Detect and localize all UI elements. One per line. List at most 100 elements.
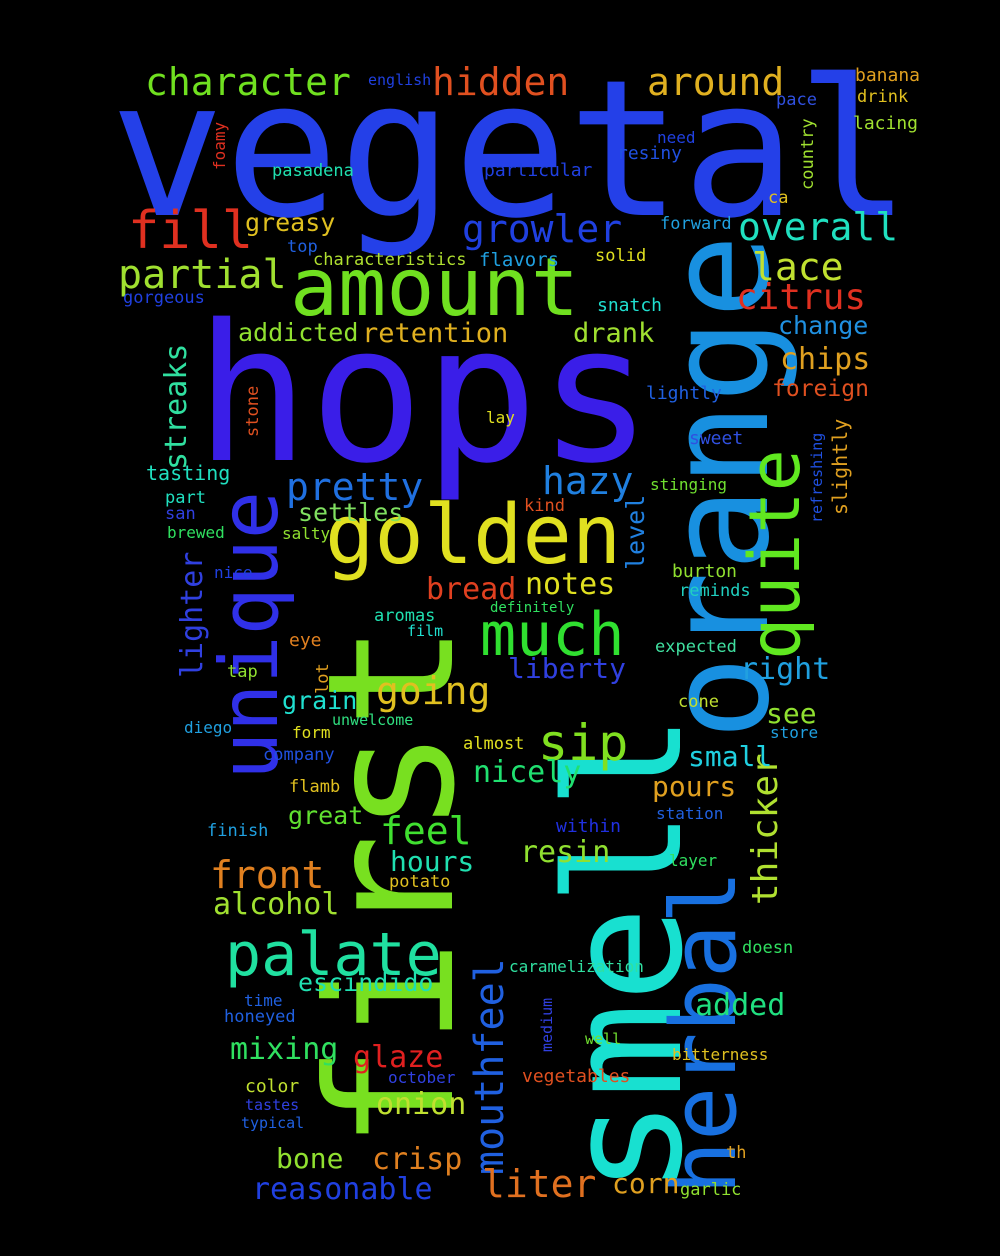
word-nicely: nicely: [473, 755, 582, 790]
word-within: within: [556, 816, 622, 837]
word-glaze: glaze: [353, 1040, 444, 1075]
word-drank: drank: [573, 318, 655, 349]
word-station: station: [656, 804, 724, 823]
word-drink: drink: [857, 87, 909, 107]
word-tap: tap: [227, 662, 258, 682]
word-nice: nice: [214, 563, 253, 582]
word-notes: notes: [525, 567, 616, 602]
word-flavors: flavors: [479, 249, 560, 271]
word-feel: feel: [380, 809, 472, 853]
word-well: well: [585, 1030, 622, 1048]
word-lacing: lacing: [853, 113, 919, 134]
word-definitely: definitely: [490, 600, 575, 616]
word-typical: typical: [241, 1114, 305, 1132]
word-san: san: [165, 504, 196, 524]
word-ca: ca: [768, 188, 789, 208]
word-medium: medium: [538, 997, 556, 1052]
word-lace: lace: [752, 245, 844, 289]
word-much: much: [480, 600, 625, 670]
word-film: film: [407, 622, 444, 640]
word-lay: lay: [486, 408, 515, 427]
word-kind: kind: [524, 496, 565, 516]
word-amount: amount: [290, 241, 579, 334]
word-bone: bone: [276, 1142, 344, 1175]
word-part: part: [165, 488, 206, 508]
word-hops: hops: [195, 284, 653, 505]
word-level: level: [621, 494, 650, 570]
word-potato: potato: [389, 872, 451, 892]
word-greasy: greasy: [245, 208, 336, 237]
word-bread: bread: [426, 572, 517, 607]
word-crisp: crisp: [372, 1142, 463, 1177]
word-foreign: foreign: [772, 376, 869, 402]
word-banana: banana: [855, 65, 921, 86]
word-reminds: reminds: [679, 581, 751, 601]
word-retention: retention: [362, 318, 509, 349]
word-tastes: tastes: [245, 1096, 300, 1114]
word-liberty: liberty: [508, 652, 627, 685]
word-color: color: [245, 1076, 300, 1097]
word-finish: finish: [207, 821, 269, 841]
word-caramelization: caramelization: [509, 957, 644, 976]
word-quite: quite: [734, 449, 816, 660]
word-mixing: mixing: [230, 1032, 339, 1067]
word-addicted: addicted: [238, 318, 359, 347]
word-snatch: snatch: [597, 295, 663, 316]
word-fill: fill: [128, 201, 254, 261]
word-onion: onion: [376, 1087, 467, 1122]
word-added: added: [695, 988, 786, 1023]
word-refreshing: refreshing: [808, 432, 826, 523]
word-streaks: streaks: [159, 343, 194, 470]
word-th: th: [726, 1143, 747, 1163]
word-chips: chips: [780, 342, 871, 377]
word-bitterness: bitterness: [672, 1045, 769, 1064]
word-vegetal: vegetal: [110, 39, 911, 260]
word-change: change: [778, 311, 869, 340]
word-stinging: stinging: [650, 475, 728, 494]
word-grain: grain: [282, 686, 358, 715]
word-sip: sip: [538, 714, 629, 772]
word-country: country: [798, 118, 818, 190]
word-lightly: lightly: [646, 383, 722, 404]
word-lot: lot: [313, 663, 333, 694]
word-front: front: [210, 853, 325, 897]
word-brewed: brewed: [167, 523, 225, 542]
word-foamy: foamy: [210, 121, 229, 170]
word-top: top: [287, 237, 318, 257]
word-partial: partial: [118, 252, 287, 298]
word-form: form: [292, 723, 331, 742]
word-gorgeous: gorgeous: [123, 288, 205, 308]
word-golden: golden: [325, 488, 622, 583]
word-honeyed: honeyed: [224, 1007, 296, 1027]
word-lighter: lighter: [175, 551, 210, 678]
word-slightly: slightly: [828, 418, 852, 515]
word-hazy: hazy: [542, 459, 634, 503]
word-see: see: [766, 697, 817, 730]
word-solid: solid: [595, 246, 647, 266]
word-overall: overall: [738, 205, 899, 249]
word-need: need: [657, 128, 696, 147]
word-corn: corn: [612, 1167, 680, 1200]
word-october: october: [388, 1068, 456, 1087]
word-small: small: [688, 740, 773, 773]
word-garlic: garlic: [680, 1180, 742, 1200]
word-stone: stone: [243, 385, 263, 437]
word-resin: resin: [520, 835, 611, 870]
word-tasting: tasting: [146, 461, 231, 485]
word-alcohol: alcohol: [213, 887, 340, 922]
word-going: going: [376, 669, 491, 713]
word-pasadena: pasadena: [272, 161, 354, 181]
word-forward: forward: [660, 214, 732, 234]
word-palate: palate: [225, 920, 442, 990]
word-mouthfeel: mouthfeel: [467, 958, 513, 1175]
word-expected: expected: [655, 637, 737, 657]
word-aromas: aromas: [374, 606, 436, 626]
word-pace: pace: [776, 90, 817, 110]
word-pours: pours: [652, 770, 737, 803]
word-hidden: hidden: [432, 60, 570, 104]
word-resiny: resiny: [617, 143, 683, 164]
word-cone: cone: [678, 692, 719, 712]
word-almost: almost: [463, 734, 525, 754]
word-around: around: [647, 60, 785, 104]
